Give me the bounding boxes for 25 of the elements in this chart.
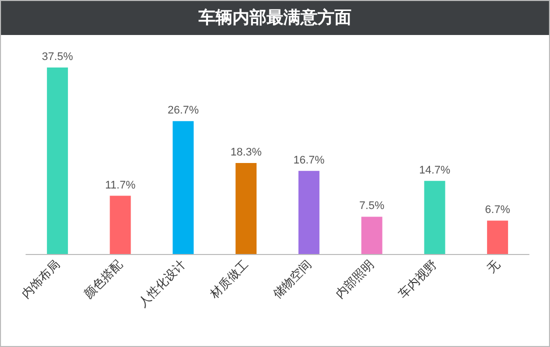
data-label: 18.3% xyxy=(230,146,262,158)
data-label: 11.7% xyxy=(105,179,136,192)
bar xyxy=(361,216,382,254)
x-tick-label: 储物空间 xyxy=(270,257,314,301)
bar xyxy=(487,220,508,254)
x-tick-label: 材质做工 xyxy=(206,257,252,302)
bar xyxy=(110,196,131,254)
bar xyxy=(46,67,68,254)
x-tick-label: 颜色搭配 xyxy=(81,257,126,301)
bar xyxy=(424,180,446,254)
data-label: 7.5% xyxy=(359,200,385,212)
bar xyxy=(298,170,320,254)
data-label: 16.7% xyxy=(293,154,325,166)
chart-title: 车辆内部最满意方面 xyxy=(1,1,549,35)
bar xyxy=(172,121,194,254)
x-tick-label: 内饰布局 xyxy=(18,257,62,301)
x-tick-label: 无 xyxy=(484,257,503,276)
x-tick-label: 内部照明 xyxy=(332,257,377,301)
data-label: 14.7% xyxy=(419,164,450,176)
x-tick-label: 车内视野 xyxy=(396,257,440,301)
data-label: 37.5% xyxy=(42,50,74,63)
data-label: 6.7% xyxy=(485,204,510,216)
x-tick-label: 人性化设计 xyxy=(136,257,188,310)
bar xyxy=(236,162,257,254)
data-label: 26.7% xyxy=(168,104,199,117)
